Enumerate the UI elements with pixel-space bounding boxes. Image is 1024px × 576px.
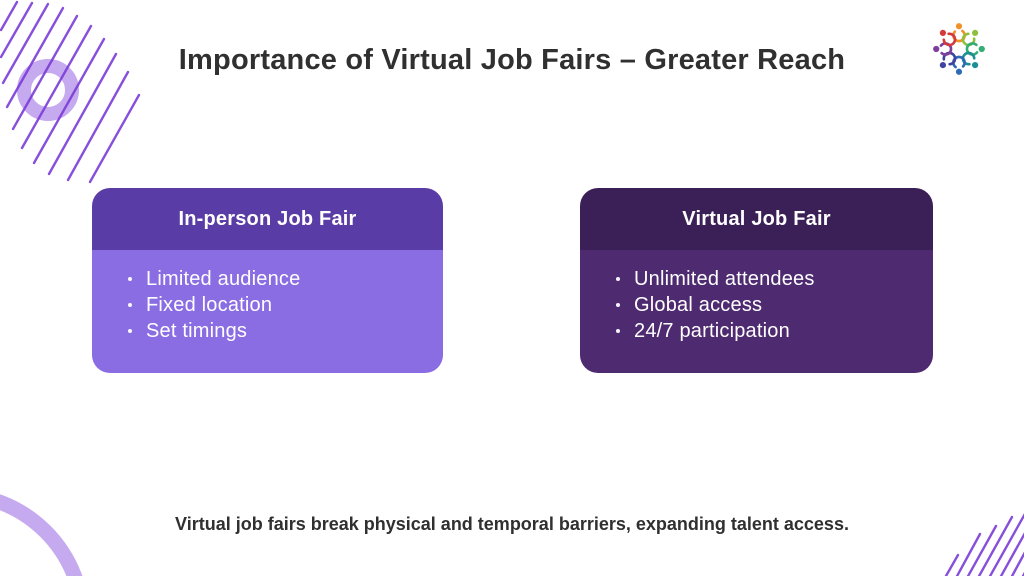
brand-logo-icon (933, 23, 985, 75)
top-left-hatch-pattern (0, 0, 141, 184)
card-body: Unlimited attendees Global access 24/7 p… (580, 250, 933, 373)
card-title: In-person Job Fair (178, 207, 357, 230)
in-person-job-fair-card: In-person Job Fair Limited audience Fixe… (92, 188, 443, 373)
bullet-list: Unlimited attendees Global access 24/7 p… (600, 266, 921, 344)
list-item: Unlimited attendees (600, 266, 921, 292)
logo-figure (939, 29, 957, 47)
list-item: 24/7 participation (600, 318, 921, 344)
list-item: Limited audience (112, 266, 431, 292)
card-body: Limited audience Fixed location Set timi… (92, 250, 443, 373)
list-item: Fixed location (112, 292, 431, 318)
bullet-list: Limited audience Fixed location Set timi… (112, 266, 431, 344)
list-item: Set timings (112, 318, 431, 344)
card-title: Virtual Job Fair (682, 207, 831, 230)
footer-caption: Virtual job fairs break physical and tem… (175, 514, 849, 534)
virtual-job-fair-card: Virtual Job Fair Unlimited attendees Glo… (580, 188, 933, 373)
list-item: Global access (600, 292, 921, 318)
page-title: Importance of Virtual Job Fairs – Greate… (178, 44, 846, 76)
card-header: Virtual Job Fair (580, 188, 933, 250)
card-header: In-person Job Fair (92, 188, 443, 250)
